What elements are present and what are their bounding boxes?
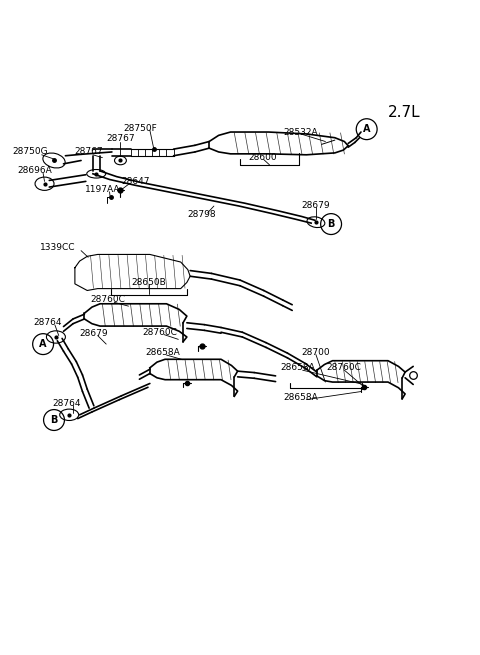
Text: 28767: 28767 bbox=[75, 147, 103, 157]
Text: 28750F: 28750F bbox=[123, 124, 157, 133]
Text: 28532A: 28532A bbox=[283, 128, 318, 136]
Text: 28750G: 28750G bbox=[12, 147, 48, 157]
Text: 28658A: 28658A bbox=[283, 393, 318, 402]
Text: 28650B: 28650B bbox=[132, 278, 166, 287]
Text: 28679: 28679 bbox=[301, 200, 330, 210]
Text: 28679: 28679 bbox=[80, 329, 108, 338]
Text: 28647: 28647 bbox=[121, 177, 150, 186]
Text: B: B bbox=[327, 219, 335, 229]
Text: 28767: 28767 bbox=[106, 134, 135, 143]
Text: 28798: 28798 bbox=[188, 210, 216, 219]
Text: 1339CC: 1339CC bbox=[39, 243, 75, 252]
Text: A: A bbox=[363, 124, 371, 134]
Text: A: A bbox=[39, 339, 47, 349]
Text: 28764: 28764 bbox=[53, 399, 81, 408]
Text: 28658A: 28658A bbox=[146, 348, 180, 357]
Text: 28760C: 28760C bbox=[326, 364, 361, 372]
Text: 1197AA: 1197AA bbox=[84, 185, 120, 195]
Text: 2.7L: 2.7L bbox=[388, 105, 420, 121]
Text: 28764: 28764 bbox=[34, 318, 62, 328]
Text: 28760C: 28760C bbox=[142, 328, 177, 337]
Text: 28700: 28700 bbox=[301, 348, 330, 357]
Text: 28760C: 28760C bbox=[91, 295, 126, 305]
Text: B: B bbox=[50, 415, 58, 425]
Text: 28696A: 28696A bbox=[18, 166, 52, 176]
Text: 28600: 28600 bbox=[249, 153, 277, 162]
Text: 28658A: 28658A bbox=[280, 364, 315, 372]
